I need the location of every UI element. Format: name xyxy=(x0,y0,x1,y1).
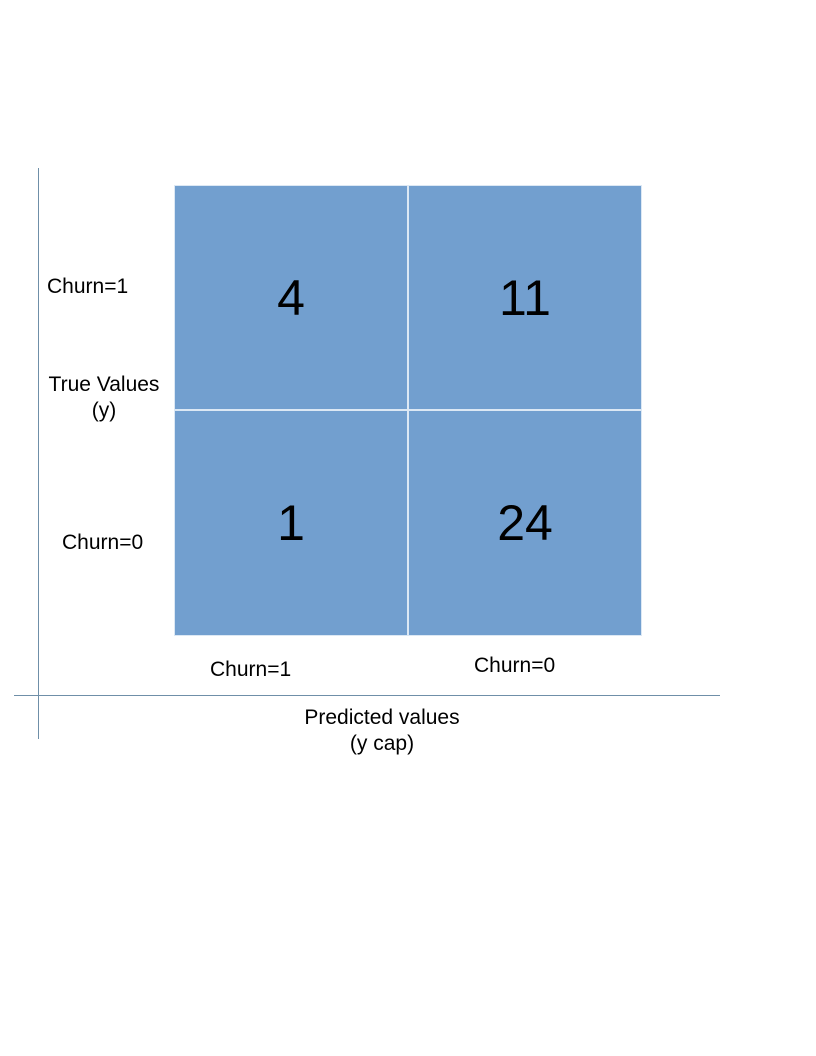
column-label-churn-0: Churn=0 xyxy=(474,654,556,677)
row-label-churn-0: Churn=0 xyxy=(62,531,144,554)
confusion-matrix: 4 11 1 24 xyxy=(174,185,642,636)
column-label-churn-1: Churn=1 xyxy=(210,658,292,681)
cell-true-0-predicted-0: 24 xyxy=(408,410,642,636)
horizontal-axis-line xyxy=(14,695,720,696)
cell-true-1-predicted-1: 4 xyxy=(174,185,408,410)
true-values-title-line-2: (y) xyxy=(91,399,117,423)
predicted-values-title-line-2: (y cap) xyxy=(349,732,415,756)
true-values-title-line-1: True Values xyxy=(48,373,160,396)
cell-true-1-predicted-0: 11 xyxy=(408,185,642,410)
vertical-axis-line xyxy=(38,168,39,739)
row-label-churn-1: Churn=1 xyxy=(47,275,129,298)
true-values-axis-title: True Values (y) xyxy=(41,372,167,425)
predicted-values-axis-title: Predicted values (y cap) xyxy=(280,705,484,758)
predicted-values-title-line-1: Predicted values xyxy=(304,706,460,729)
cell-true-0-predicted-1: 1 xyxy=(174,410,408,636)
